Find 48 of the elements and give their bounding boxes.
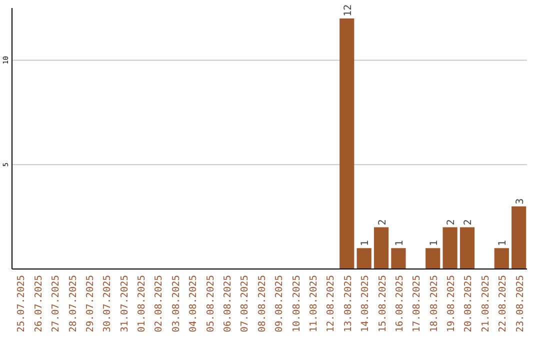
x-tick-label: 04.08.2025 <box>188 275 200 332</box>
x-tick-label: 12.08.2025 <box>326 275 337 332</box>
x-tick-label: 17.08.2025 <box>412 275 423 332</box>
data-label: 1 <box>498 240 509 246</box>
bar <box>512 206 526 269</box>
x-tick-label: 05.08.2025 <box>205 275 216 332</box>
x-tick-label: 19.08.2025 <box>446 275 458 332</box>
x-tick-label: 11.08.2025 <box>308 275 320 332</box>
data-label: 12 <box>342 4 354 16</box>
bar <box>340 18 354 269</box>
bar <box>426 248 440 269</box>
x-tick-label: 29.07.2025 <box>84 275 96 332</box>
data-label: 2 <box>377 219 388 226</box>
x-tick-label: 26.07.2025 <box>33 275 44 332</box>
x-tick-label: 31.07.2025 <box>119 275 130 332</box>
bar <box>460 227 475 269</box>
x-tick-label: 16.08.2025 <box>394 275 406 332</box>
x-tick-label: 08.08.2025 <box>256 275 268 332</box>
data-label: 1 <box>360 240 372 246</box>
x-tick-label: 21.08.2025 <box>480 275 492 332</box>
x-tick-label: 18.08.2025 <box>428 275 440 332</box>
bar <box>391 248 406 269</box>
x-tick-label: 20.08.2025 <box>463 275 474 332</box>
x-tick-label: 07.08.2025 <box>240 275 251 332</box>
x-tick-label: 28.07.2025 <box>68 275 79 332</box>
data-label: 1 <box>394 240 406 246</box>
x-tick-label: 01.08.2025 <box>136 275 148 332</box>
x-tick-label: 25.07.2025 <box>16 275 28 332</box>
x-tick-label: 02.08.2025 <box>154 275 165 332</box>
x-tick-label: 22.08.2025 <box>498 275 509 332</box>
data-label: 2 <box>446 219 458 226</box>
x-tick-label: 09.08.2025 <box>274 275 286 332</box>
bar <box>374 227 389 269</box>
x-tick-label: 27.07.2025 <box>50 275 62 332</box>
x-tick-label: 03.08.2025 <box>170 275 182 332</box>
x-tick-label: 10.08.2025 <box>291 275 302 332</box>
bar <box>356 248 372 269</box>
x-tick-label: 30.07.2025 <box>102 275 114 332</box>
x-tick-label: 14.08.2025 <box>360 275 372 332</box>
x-tick-label: 15.08.2025 <box>377 275 388 332</box>
data-label: 2 <box>463 219 474 226</box>
data-label: 3 <box>514 198 526 204</box>
x-tick-label: 23.08.2025 <box>514 275 526 332</box>
data-label: 1 <box>428 240 440 246</box>
bar <box>494 248 509 269</box>
bar <box>442 227 458 269</box>
x-tick-label: 13.08.2025 <box>342 275 354 332</box>
x-tick-label: 06.08.2025 <box>222 275 234 332</box>
